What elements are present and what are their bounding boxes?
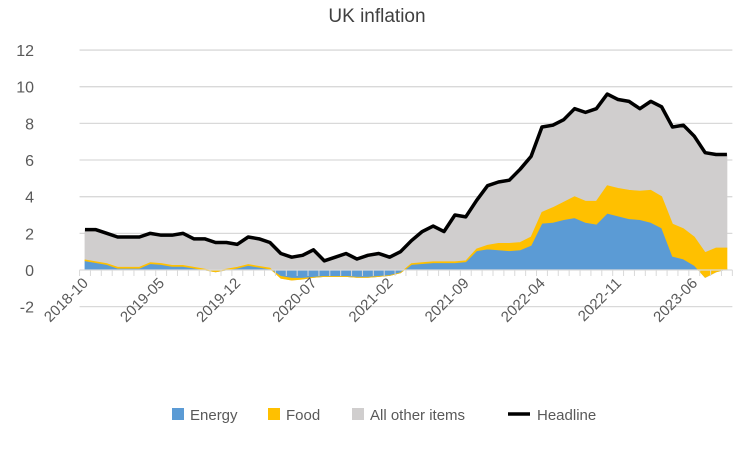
legend-swatch-all-other-items <box>352 408 364 420</box>
x-tick-label: 2021-02 <box>346 275 397 326</box>
y-tick-label: 2 <box>25 226 34 243</box>
x-tick-label: 2023-06 <box>650 275 701 326</box>
y-tick-label: -2 <box>20 300 34 317</box>
legend-label-food: Food <box>286 407 320 424</box>
y-tick-label: 0 <box>25 263 34 280</box>
x-axis: 2018-10 2019-05 2019-12 2020-07 2021-02 2021-… <box>41 269 733 326</box>
headline-line <box>85 92 727 263</box>
x-tick-label: 2022-04 <box>498 275 549 326</box>
x-tick-label: 2019-05 <box>117 275 168 326</box>
x-tick-label: 2021-09 <box>422 275 473 326</box>
y-tick-label: 8 <box>25 116 34 133</box>
headline-line-group <box>85 92 727 263</box>
gridlines <box>79 49 733 308</box>
legend-swatch-food <box>268 408 280 420</box>
y-axis: -2 0 2 4 6 8 10 12 <box>16 43 34 317</box>
x-tick-label: 2019-12 <box>193 275 244 326</box>
x-tick-label: 2018-10 <box>41 275 92 326</box>
y-tick-label: 10 <box>16 80 34 97</box>
legend-label-headline: Headline <box>537 407 596 424</box>
x-tick-label: 2022-11 <box>575 275 625 325</box>
y-tick-label: 4 <box>25 190 34 207</box>
area-food <box>84 185 728 281</box>
y-tick-label: 6 <box>25 153 34 170</box>
legend-label-all-other-items: All other items <box>370 407 465 424</box>
chart-title: UK inflation <box>328 6 425 27</box>
legend-swatch-energy <box>172 408 184 420</box>
legend-label-energy: Energy <box>190 407 238 424</box>
y-tick-label: 12 <box>16 43 34 60</box>
legend: Energy Food All other items Headline <box>172 407 596 424</box>
stacked-areas <box>84 93 728 281</box>
x-tick-label: 2020-07 <box>269 275 320 326</box>
